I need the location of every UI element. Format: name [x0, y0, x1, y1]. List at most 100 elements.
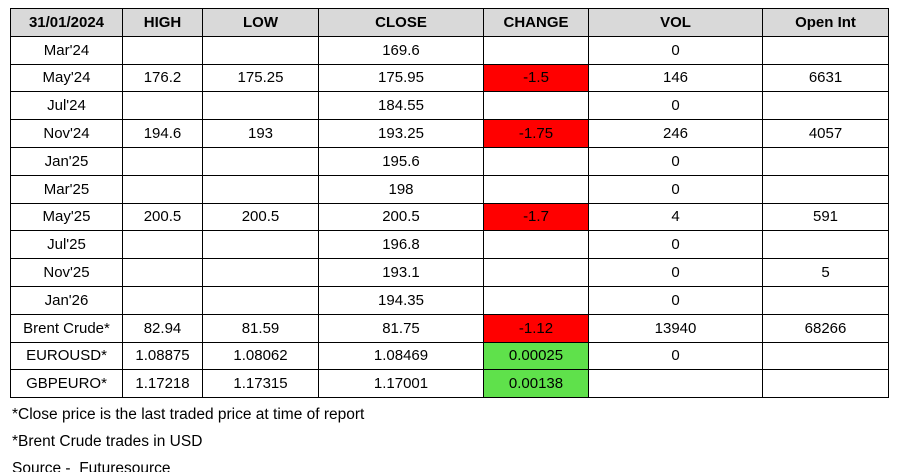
contract-label: Mar'24	[10, 35, 123, 65]
contract-label: Mar'25	[10, 174, 123, 204]
high-cell	[122, 230, 203, 260]
high-cell: 200.5	[122, 202, 203, 232]
contract-label: Jul'25	[10, 230, 123, 260]
change-cell: -1.12	[483, 313, 589, 343]
contract-label: Jul'24	[10, 91, 123, 121]
open-int-cell	[762, 91, 889, 121]
vol-cell: 0	[588, 285, 763, 315]
vol-cell: 13940	[588, 313, 763, 343]
close-cell: 1.08469	[318, 341, 484, 371]
vol-cell: 0	[588, 258, 763, 287]
vol-cell: 0	[588, 91, 763, 121]
contract-label: Jan'26	[10, 285, 123, 315]
change-cell	[483, 146, 589, 176]
high-cell	[122, 91, 203, 121]
low-cell	[202, 146, 319, 176]
col-header-open-int: Open Int	[762, 8, 889, 37]
vol-cell: 0	[588, 146, 763, 176]
table-row: Brent Crude* 82.94 81.59 81.75 -1.12 139…	[10, 313, 889, 343]
table-row: Jan'25 195.6 0	[10, 146, 889, 176]
close-cell: 184.55	[318, 91, 484, 121]
open-int-cell	[762, 369, 889, 399]
high-cell: 194.6	[122, 119, 203, 148]
open-int-cell: 5	[762, 258, 889, 287]
table-row: EUROUSD* 1.08875 1.08062 1.08469 0.00025…	[10, 341, 889, 371]
low-cell	[202, 230, 319, 260]
contract-label: Jan'25	[10, 146, 123, 176]
high-cell	[122, 258, 203, 287]
change-cell: 0.00025	[483, 341, 589, 371]
vol-cell: 0	[588, 230, 763, 260]
vol-cell: 0	[588, 35, 763, 65]
table-row: Jul'25 196.8 0	[10, 230, 889, 260]
table-row: May'24 176.2 175.25 175.95 -1.5 146 6631	[10, 63, 889, 93]
contract-label: GBPEURO*	[10, 369, 123, 399]
high-cell: 1.08875	[122, 341, 203, 371]
contract-label: Nov'24	[10, 119, 123, 148]
contract-label: Nov'25	[10, 258, 123, 287]
table-row: GBPEURO* 1.17218 1.17315 1.17001 0.00138	[10, 369, 889, 399]
low-cell	[202, 35, 319, 65]
change-cell	[483, 285, 589, 315]
open-int-cell: 68266	[762, 313, 889, 343]
low-cell: 1.08062	[202, 341, 319, 371]
col-header-high: HIGH	[122, 8, 203, 37]
col-header-vol: VOL	[588, 8, 763, 37]
open-int-cell	[762, 230, 889, 260]
low-cell	[202, 285, 319, 315]
open-int-cell	[762, 146, 889, 176]
low-cell	[202, 91, 319, 121]
high-cell	[122, 146, 203, 176]
footnote-source: Source - Futuresource	[12, 460, 171, 472]
table-row: May'25 200.5 200.5 200.5 -1.7 4 591	[10, 202, 889, 232]
close-cell: 1.17001	[318, 369, 484, 399]
low-cell	[202, 258, 319, 287]
contract-label: May'25	[10, 202, 123, 232]
header-row: 31/01/2024 HIGH LOW CLOSE CHANGE VOL Ope…	[10, 8, 889, 37]
contract-label: Brent Crude*	[10, 313, 123, 343]
close-cell: 196.8	[318, 230, 484, 260]
table-row: Jan'26 194.35 0	[10, 285, 889, 315]
vol-cell: 0	[588, 341, 763, 371]
close-cell: 193.25	[318, 119, 484, 148]
low-cell: 175.25	[202, 63, 319, 93]
table-row: Nov'24 194.6 193 193.25 -1.75 246 4057	[10, 119, 889, 148]
close-cell: 193.1	[318, 258, 484, 287]
open-int-cell: 4057	[762, 119, 889, 148]
table-row: Nov'25 193.1 0 5	[10, 258, 889, 287]
open-int-cell	[762, 285, 889, 315]
table-row: Jul'24 184.55 0	[10, 91, 889, 121]
open-int-cell	[762, 341, 889, 371]
high-cell: 176.2	[122, 63, 203, 93]
open-int-cell	[762, 174, 889, 204]
low-cell: 200.5	[202, 202, 319, 232]
footnote-close-price: *Close price is the last traded price at…	[12, 406, 365, 423]
close-cell: 175.95	[318, 63, 484, 93]
close-cell: 200.5	[318, 202, 484, 232]
low-cell: 1.17315	[202, 369, 319, 399]
table-row: Mar'24 169.6 0	[10, 35, 889, 65]
contract-label: EUROUSD*	[10, 341, 123, 371]
change-cell: -1.7	[483, 202, 589, 232]
futures-price-table: 31/01/2024 HIGH LOW CLOSE CHANGE VOL Ope…	[10, 8, 889, 399]
vol-cell	[588, 369, 763, 399]
col-header-change: CHANGE	[483, 8, 589, 37]
open-int-cell: 591	[762, 202, 889, 232]
close-cell: 169.6	[318, 35, 484, 65]
close-cell: 195.6	[318, 146, 484, 176]
close-cell: 198	[318, 174, 484, 204]
low-cell: 193	[202, 119, 319, 148]
footnotes: *Close price is the last traded price at…	[12, 401, 364, 472]
vol-cell: 4	[588, 202, 763, 232]
close-cell: 194.35	[318, 285, 484, 315]
change-cell	[483, 35, 589, 65]
vol-cell: 0	[588, 174, 763, 204]
high-cell: 1.17218	[122, 369, 203, 399]
change-cell	[483, 258, 589, 287]
table-row: Mar'25 198 0	[10, 174, 889, 204]
low-cell: 81.59	[202, 313, 319, 343]
high-cell: 82.94	[122, 313, 203, 343]
open-int-cell: 6631	[762, 63, 889, 93]
high-cell	[122, 285, 203, 315]
